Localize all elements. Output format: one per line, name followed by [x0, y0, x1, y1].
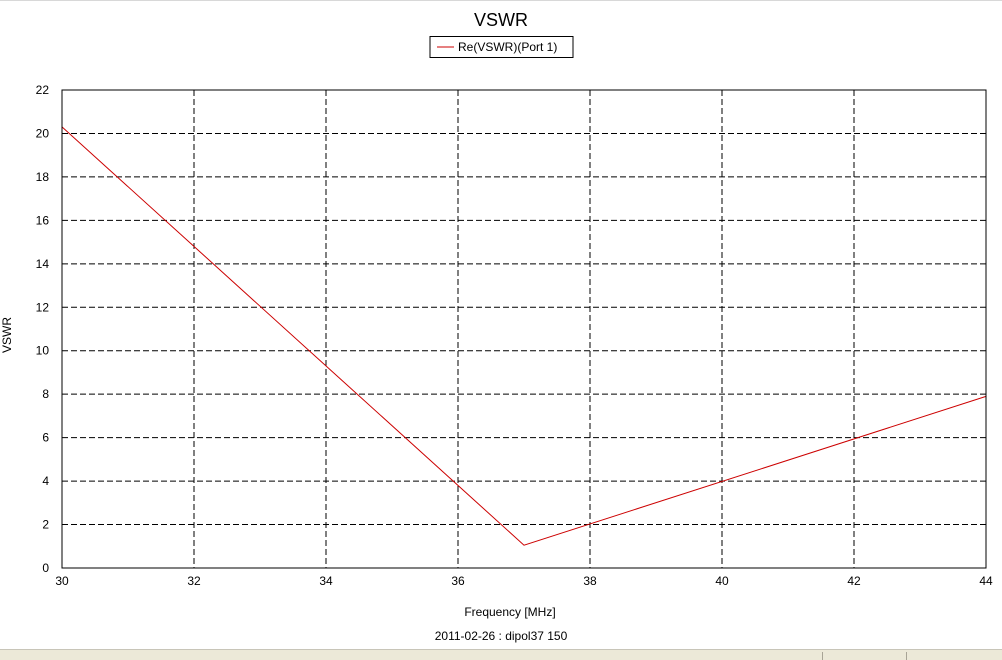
x-tick-label: 36 — [451, 574, 465, 588]
x-tick-label: 34 — [319, 574, 333, 588]
status-bar-separator — [906, 652, 907, 660]
y-tick-label: 10 — [36, 344, 50, 358]
y-tick-label: 8 — [42, 387, 49, 401]
legend: Re(VSWR)(Port 1) — [429, 36, 574, 58]
status-bar — [0, 649, 1002, 660]
chart-footer: 2011-02-26 : dipol37 150 — [435, 629, 568, 643]
y-axis-label: VSWR — [0, 317, 14, 353]
legend-label: Re(VSWR)(Port 1) — [458, 40, 557, 54]
y-tick-label: 2 — [42, 518, 49, 532]
y-tick-label: 4 — [42, 474, 49, 488]
y-tick-label: 14 — [36, 257, 50, 271]
grid-lines — [62, 90, 986, 568]
legend-box — [429, 36, 574, 58]
x-tick-label: 44 — [979, 574, 993, 588]
data-series — [61, 126, 987, 546]
y-tick-label: 12 — [36, 300, 50, 314]
x-tick-label: 42 — [847, 574, 861, 588]
x-axis-label: Frequency [MHz] — [464, 605, 555, 619]
x-tick-label: 38 — [583, 574, 597, 588]
series-line-vswr — [61, 126, 987, 546]
y-tick-label: 0 — [42, 561, 49, 575]
y-tick-label: 6 — [42, 431, 49, 445]
tick-labels: 30 32 34 36 38 40 42 44 0 2 4 6 8 10 12 14 16 18 20 22 — [36, 83, 993, 588]
y-tick-label: 16 — [36, 213, 50, 227]
x-tick-label: 40 — [715, 574, 729, 588]
plot-area-frame — [61, 89, 987, 569]
status-bar-separator — [822, 652, 823, 660]
x-tick-label: 30 — [55, 574, 69, 588]
chart-title: VSWR — [474, 10, 528, 30]
x-tick-label: 32 — [187, 574, 201, 588]
y-tick-label: 18 — [36, 170, 50, 184]
y-tick-label: 22 — [36, 83, 50, 97]
y-tick-label: 20 — [36, 126, 50, 140]
top-border — [0, 0, 1002, 1]
